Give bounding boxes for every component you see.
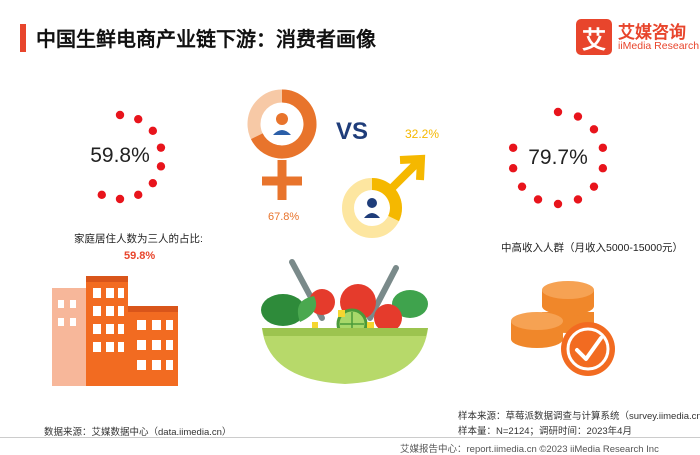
female-percent-label: 67.8%	[268, 211, 300, 223]
male-percent-label: 32.2%	[405, 127, 440, 141]
male-avatar-body	[364, 213, 380, 218]
sample-source: 样本来源：草莓派数据调查与计算系统（survey.iimedia.cn）	[458, 411, 700, 422]
footer-divider	[0, 437, 700, 438]
female-avatar-body	[273, 130, 291, 135]
sample-size: 样本量：N=2124；调研时间：2023年4月	[458, 426, 632, 437]
household-caption-value: 59.8%	[124, 250, 156, 262]
brand-name-cn: 艾媒咨询	[618, 23, 686, 42]
female-share-arc	[250, 89, 317, 159]
male-arrow-head	[399, 154, 426, 181]
household-caption: 家庭居住人数为三人的占比:	[74, 233, 203, 245]
brand-logo-mark: 艾	[576, 19, 612, 55]
income-percent-label: 79.7%	[528, 146, 588, 169]
title-accent-bar	[20, 24, 26, 52]
brand-name-en: iiMedia Research	[618, 40, 700, 52]
data-source: 数据来源：艾媒数据中心（data.iimedia.cn）	[44, 427, 232, 438]
male-share-arc	[371, 178, 402, 222]
household-percent-label: 59.8%	[90, 144, 150, 167]
income-caption: 中高收入人群（月收入5000-15000元）	[501, 242, 684, 254]
vs-label: VS	[336, 118, 369, 145]
page-title: 中国生鲜电商产业链下游：消费者画像	[36, 29, 376, 51]
footer-text: 艾媒报告中心：report.iimedia.cn ©2023 iiMedia R…	[400, 444, 659, 455]
female-avatar-head	[276, 113, 288, 125]
male-arrow-shaft	[386, 158, 422, 194]
male-avatar-head	[367, 198, 377, 208]
